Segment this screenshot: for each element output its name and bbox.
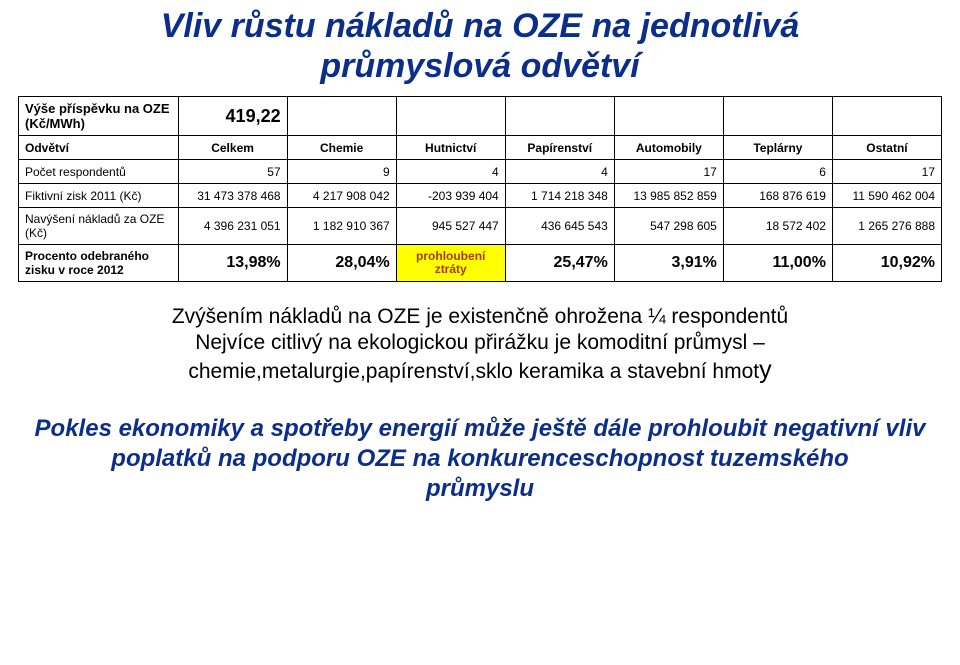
cell: 18 572 402	[723, 208, 832, 245]
cell: 13 985 852 859	[614, 184, 723, 208]
blank-cell	[614, 97, 723, 136]
cell: 6	[723, 160, 832, 184]
blue-line3: konkurenceschopnost tuzemského	[447, 445, 848, 472]
cell: 11 590 462 004	[832, 184, 941, 208]
title-line1: Vliv růstu nákladů na OZE na jednotlivá	[161, 7, 800, 45]
blank-cell	[396, 97, 505, 136]
top-label: Výše příspěvku na OZE (Kč/MWh)	[19, 97, 179, 136]
cell: -203 939 404	[396, 184, 505, 208]
pct-label: Procento odebraného zisku v roce 2012	[19, 245, 179, 282]
body-line2: Nejvíce citlivý na ekologickou přirážku …	[195, 331, 765, 354]
cell: 4 396 231 051	[178, 208, 287, 245]
cell: 547 298 605	[614, 208, 723, 245]
data-table: Výše příspěvku na OZE (Kč/MWh) 419,22 Od…	[18, 96, 942, 282]
body-line3b: y	[759, 356, 772, 384]
cell: 17	[832, 160, 941, 184]
top-value: 419,22	[178, 97, 287, 136]
cell: 168 876 619	[723, 184, 832, 208]
blank-cell	[832, 97, 941, 136]
cell: 17	[614, 160, 723, 184]
cell: 4 217 908 042	[287, 184, 396, 208]
pct-special-line1: prohloubení	[416, 249, 485, 263]
header-label: Odvětví	[19, 136, 179, 160]
blank-cell	[505, 97, 614, 136]
blue-paragraph: Pokles ekonomiky a spotřeby energií může…	[30, 414, 930, 504]
blue-line4: průmyslu	[426, 475, 534, 502]
col-header: Papírenství	[505, 136, 614, 160]
pct-cell: 25,47%	[505, 245, 614, 282]
pct-special-cell: prohloubení ztráty	[396, 245, 505, 282]
body-line3a: chemie,metalurgie,papírenství,sklo keram…	[188, 360, 759, 383]
pct-special-line2: ztráty	[435, 262, 467, 276]
col-header: Ostatní	[832, 136, 941, 160]
cell: 436 645 543	[505, 208, 614, 245]
cell: 1 182 910 367	[287, 208, 396, 245]
pct-cell: 13,98%	[178, 245, 287, 282]
blue-line1: Pokles ekonomiky a spotřeby energií může…	[35, 415, 642, 442]
cell: 9	[287, 160, 396, 184]
table-row: Počet respondentů 57 9 4 4 17 6 17	[19, 160, 942, 184]
blank-cell	[723, 97, 832, 136]
row-label: Počet respondentů	[19, 160, 179, 184]
col-header: Automobily	[614, 136, 723, 160]
pct-row: Procento odebraného zisku v roce 2012 13…	[19, 245, 942, 282]
cell: 4	[396, 160, 505, 184]
table-row: Navýšení nákladů za OZE (Kč) 4 396 231 0…	[19, 208, 942, 245]
row-label: Fiktivní zisk 2011 (Kč)	[19, 184, 179, 208]
pct-cell: 28,04%	[287, 245, 396, 282]
cell: 4	[505, 160, 614, 184]
title: Vliv růstu nákladů na OZE na jednotlivá …	[18, 6, 942, 86]
cell: 1 265 276 888	[832, 208, 941, 245]
pct-cell: 10,92%	[832, 245, 941, 282]
row-label: Navýšení nákladů za OZE (Kč)	[19, 208, 179, 245]
body-paragraph: Zvýšením nákladů na OZE je existenčně oh…	[40, 304, 920, 386]
table-row: Fiktivní zisk 2011 (Kč) 31 473 378 468 4…	[19, 184, 942, 208]
cell: 945 527 447	[396, 208, 505, 245]
cell: 57	[178, 160, 287, 184]
pct-cell: 11,00%	[723, 245, 832, 282]
title-line2: průmyslová odvětví	[320, 47, 639, 85]
cell: 1 714 218 348	[505, 184, 614, 208]
pct-cell: 3,91%	[614, 245, 723, 282]
cell: 31 473 378 468	[178, 184, 287, 208]
col-header: Chemie	[287, 136, 396, 160]
col-header: Teplárny	[723, 136, 832, 160]
body-line1: Zvýšením nákladů na OZE je existenčně oh…	[172, 305, 788, 328]
blank-cell	[287, 97, 396, 136]
col-header: Celkem	[178, 136, 287, 160]
col-header: Hutnictví	[396, 136, 505, 160]
